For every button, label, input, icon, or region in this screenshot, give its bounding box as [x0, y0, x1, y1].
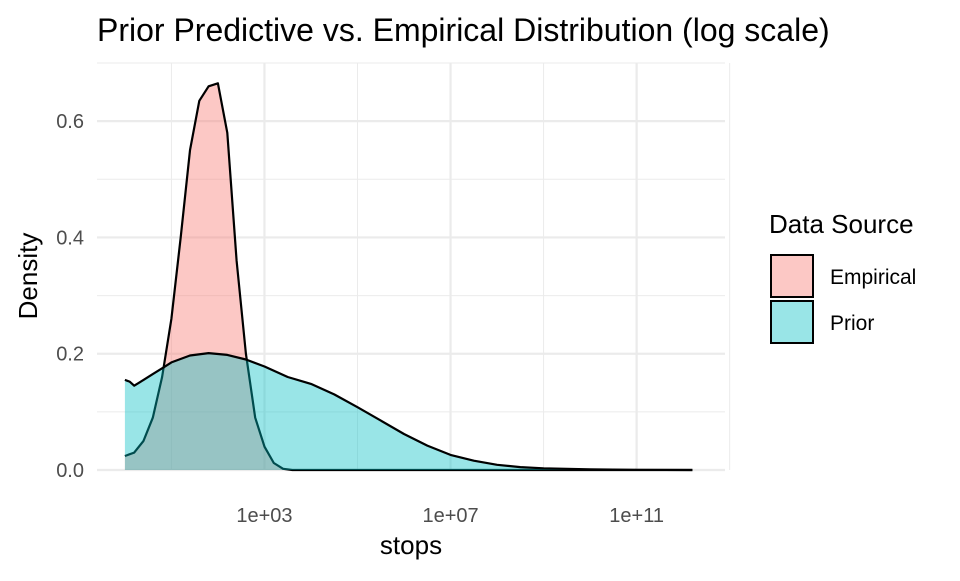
- y-axis-title: Density: [13, 233, 43, 320]
- x-axis-title: stops: [380, 530, 442, 560]
- density-area-empirical: [124, 83, 693, 471]
- legend: Data Source Empirical Prior: [769, 209, 916, 344]
- y-tick-label: 0.6: [56, 111, 84, 133]
- y-tick-label: 0.0: [56, 460, 84, 482]
- legend-key-empirical: [770, 254, 814, 298]
- y-tick-label: 0.2: [56, 344, 84, 366]
- x-tick-label: 1e+07: [422, 505, 478, 527]
- axis-labels: 0.0 0.2 0.4 0.6 1e+03 1e+07 1e+11: [56, 111, 664, 527]
- density-area-prior: [124, 353, 693, 470]
- legend-title: Data Source: [769, 209, 914, 239]
- legend-label-empirical: Empirical: [830, 266, 916, 289]
- density-line-empirical: [124, 82, 693, 472]
- x-tick-label: 1e+11: [609, 505, 664, 527]
- density-line-prior: [124, 352, 693, 472]
- chart-title: Prior Predictive vs. Empirical Distribut…: [97, 12, 830, 48]
- x-tick-label: 1e+03: [236, 505, 292, 527]
- legend-key-prior: [770, 300, 814, 344]
- density-areas: [124, 82, 693, 472]
- y-tick-label: 0.4: [56, 227, 84, 249]
- legend-label-prior: Prior: [830, 312, 874, 335]
